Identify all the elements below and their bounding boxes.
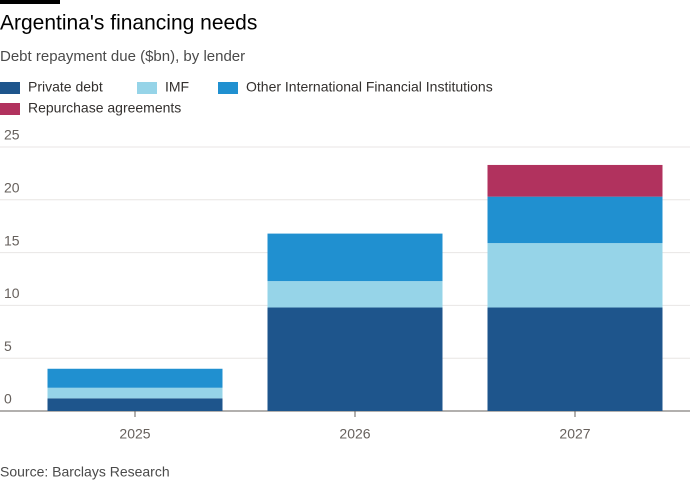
bar-segment <box>487 164 663 197</box>
legend-swatch <box>0 82 20 94</box>
y-tick-label: 5 <box>4 338 12 354</box>
legend-label: Repurchase agreements <box>28 100 181 116</box>
y-tick-label: 20 <box>4 180 20 196</box>
legend-label: Other International Financial Institutio… <box>246 79 493 95</box>
legend-label: IMF <box>165 79 189 95</box>
x-tick-label: 2027 <box>559 426 590 442</box>
source: Source: Barclays Research <box>0 464 170 480</box>
y-tick-label: 0 <box>4 391 12 407</box>
bar-segment <box>47 387 223 399</box>
brand-bar <box>0 0 60 4</box>
bar-segment <box>47 398 223 411</box>
bar-segment <box>47 368 223 388</box>
bar-segment <box>487 243 663 308</box>
legend-swatch <box>0 103 20 115</box>
bar-segment <box>267 233 443 282</box>
legend-swatch <box>218 82 238 94</box>
legend-swatch <box>137 82 157 94</box>
y-tick-label: 15 <box>4 232 20 248</box>
x-tick-label: 2026 <box>339 426 370 442</box>
y-tick-label: 25 <box>4 127 20 143</box>
chart-subtitle: Debt repayment due ($bn), by lender <box>0 48 245 65</box>
bar-segment <box>267 281 443 308</box>
y-tick-label: 10 <box>4 285 20 301</box>
chart-title: Argentina's financing needs <box>0 12 257 35</box>
legend-label: Private debt <box>28 79 103 95</box>
bar-segment <box>487 196 663 244</box>
bar-segment <box>487 307 663 411</box>
x-tick-label: 2025 <box>119 426 150 442</box>
bar-segment <box>267 307 443 411</box>
